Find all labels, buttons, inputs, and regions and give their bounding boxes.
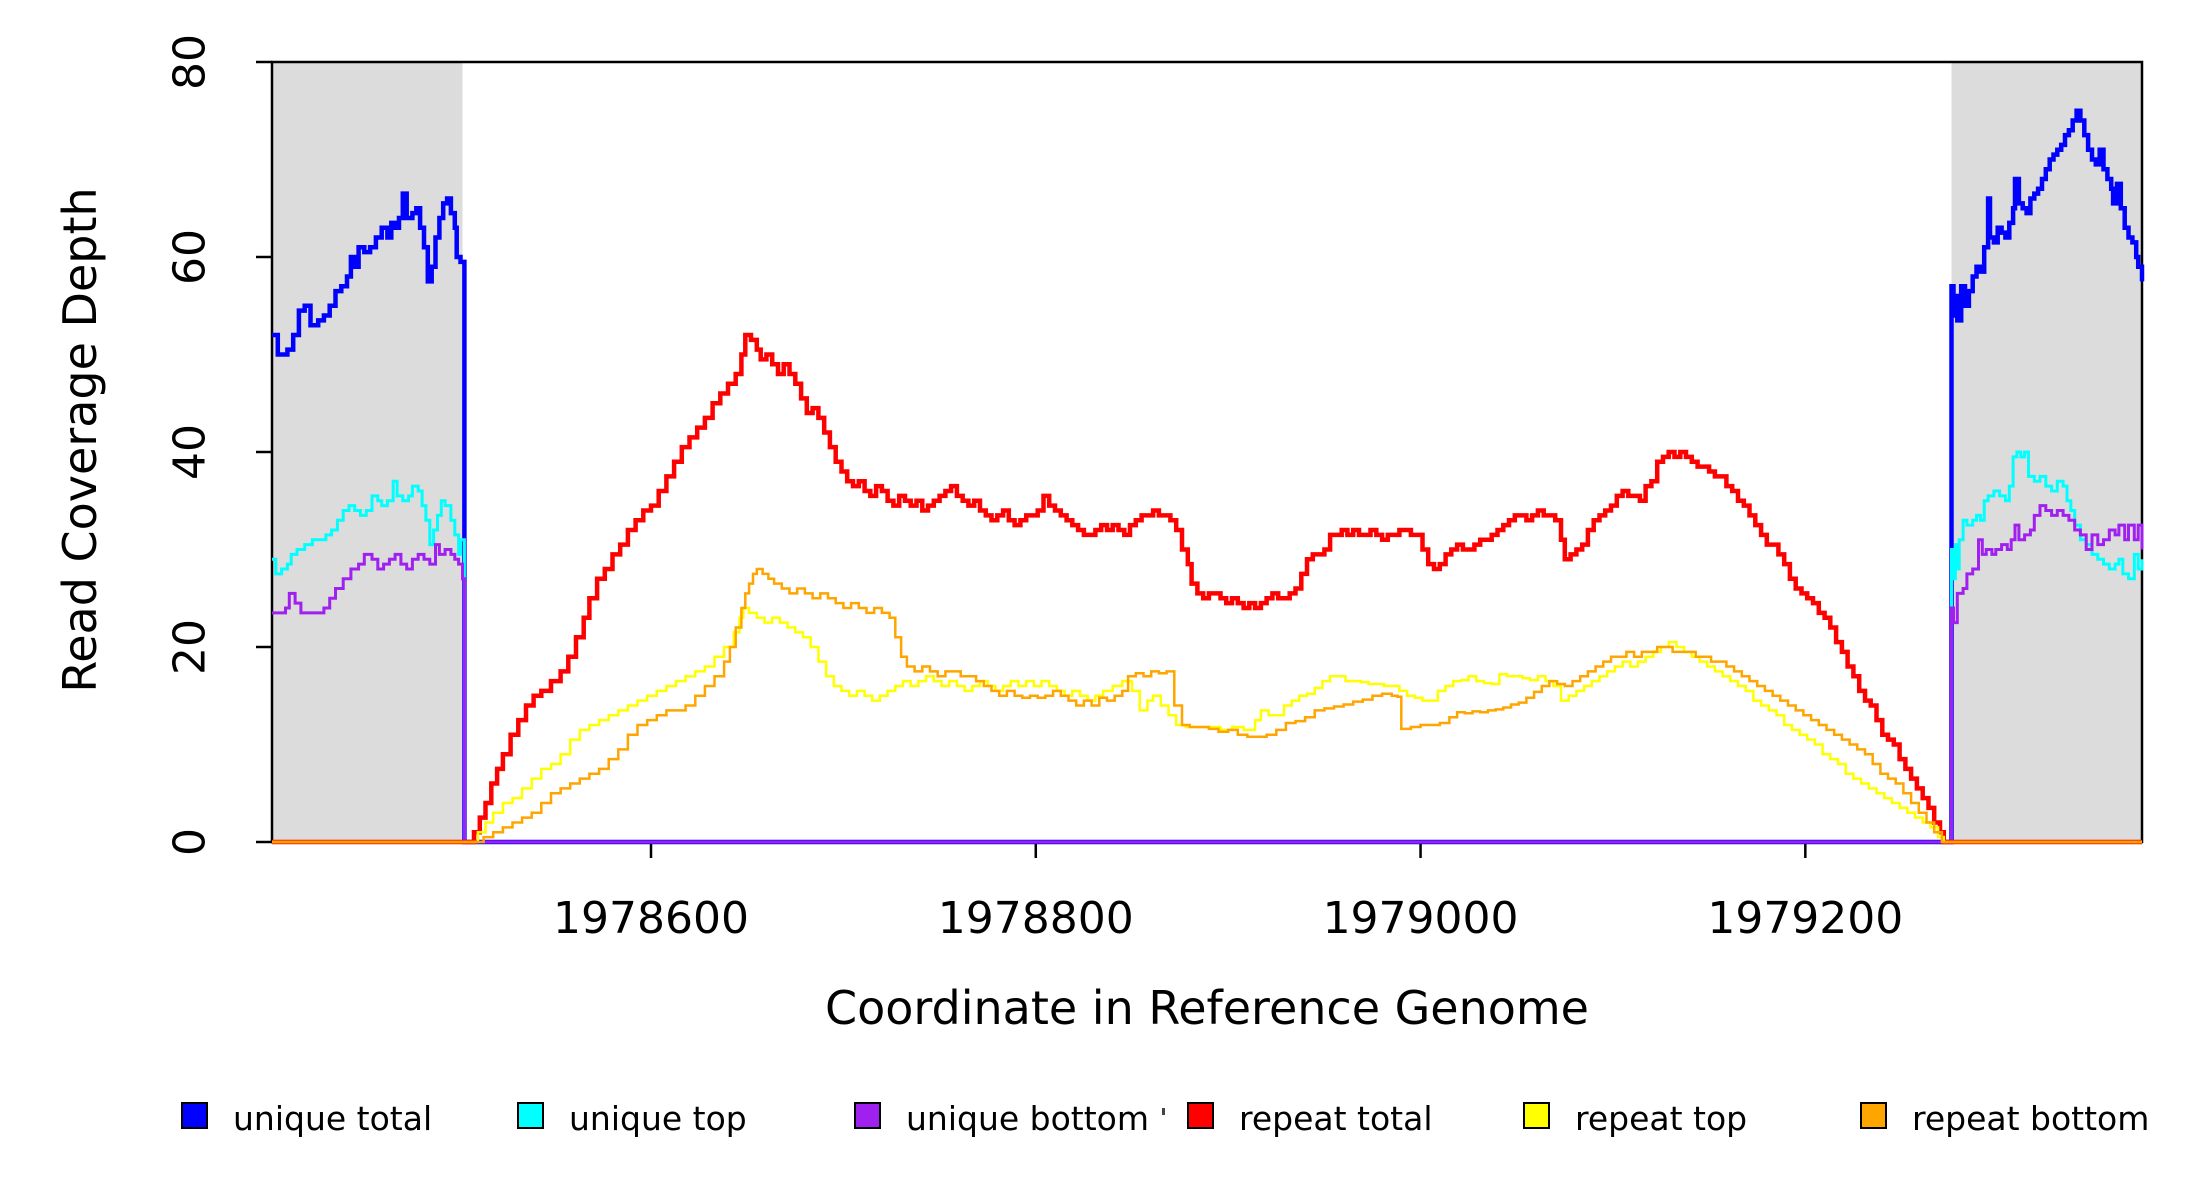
y-tick-label-4: 80 xyxy=(164,34,216,90)
legend-swatch-repeat-bottom xyxy=(1860,1102,1887,1129)
legend-swatch-unique-bottom xyxy=(854,1102,881,1129)
y-tick-label-0: 0 xyxy=(164,828,216,856)
legend-label-repeat-bottom: repeat bottom xyxy=(1912,1099,2150,1138)
series-unique-top xyxy=(272,450,2144,844)
y-tick-label-2: 40 xyxy=(164,424,216,480)
y-tick-label-1: 20 xyxy=(164,619,216,675)
shaded-band-0 xyxy=(272,62,463,842)
legend-label-unique-top: unique top xyxy=(569,1099,747,1138)
x-tick-label-2: 1979000 xyxy=(1322,893,1519,944)
x-tick-label-1: 1978800 xyxy=(937,893,1134,944)
legend-label-unique-total: unique total xyxy=(233,1099,433,1138)
shaded-band-1 xyxy=(1951,62,2142,842)
legend-label-repeat-total: repeat total xyxy=(1239,1099,1433,1138)
y-axis-title: Read Coverage Depth xyxy=(53,187,107,693)
x-axis-title: Coordinate in Reference Genome xyxy=(825,981,1589,1035)
x-tick-label-3: 1979200 xyxy=(1707,893,1904,944)
series-repeat-bottom xyxy=(272,567,2142,844)
series-unique-total xyxy=(272,108,2145,845)
legend-label-repeat-top: repeat top xyxy=(1575,1099,1748,1138)
y-tick-label-3: 60 xyxy=(164,229,216,285)
legend-label-unique-bottom: unique bottom xyxy=(906,1099,1150,1138)
plot-box xyxy=(270,60,2144,844)
series-unique-bottom xyxy=(272,504,2144,844)
x-tick-label-0: 1978600 xyxy=(553,893,749,944)
legend-swatch-unique-total xyxy=(181,1102,208,1129)
legend-swatch-repeat-top xyxy=(1523,1102,1550,1129)
legend-swatch-unique-top xyxy=(517,1102,544,1129)
series-repeat-top xyxy=(272,606,2142,844)
legend-swatch-repeat-total xyxy=(1187,1102,1214,1129)
artifact-dot xyxy=(1162,1108,1165,1115)
series-repeat-total xyxy=(272,332,2142,845)
